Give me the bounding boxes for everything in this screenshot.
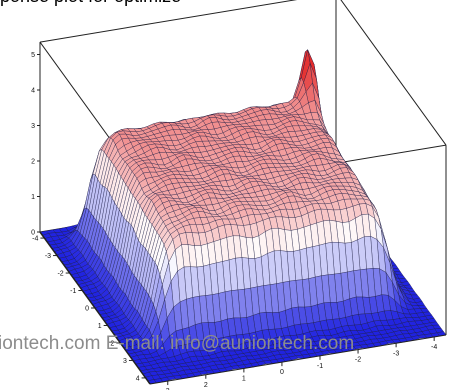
- x-tick-label: 2: [204, 382, 208, 389]
- z-tick-label: 4: [31, 88, 35, 95]
- top-right-edge: [340, 0, 447, 146]
- surface-mesh: [39, 49, 447, 385]
- x-tick-label: 1: [242, 375, 246, 382]
- y-tick-label: -1: [70, 288, 76, 295]
- z-tick-label: 3: [31, 123, 35, 130]
- tick-labels: 0 1 2 3 4 5 -4 -3 -2 -1 0 1 2 3 4 3 2 1 0 -1 -2 -3 -4: [31, 52, 437, 390]
- z-tick-label: 2: [31, 159, 35, 166]
- y-tick-label: 0: [85, 306, 89, 313]
- x-tick-label: 3: [166, 388, 170, 390]
- watermark-text: iontech.com E-mail: info@auniontech.com: [0, 333, 355, 354]
- y-tick-label: 3: [123, 358, 127, 365]
- y-tick-label: 4: [136, 375, 140, 382]
- y-tick-label: -4: [32, 236, 38, 243]
- y-tick-label: 2: [110, 340, 114, 347]
- x-tick-label: 0: [280, 369, 284, 376]
- x-tick-label: -1: [317, 363, 323, 370]
- z-tick-label: 0: [31, 230, 35, 237]
- x-tick-label: -3: [393, 350, 399, 357]
- top-back-edge: [39, 0, 298, 43]
- z-tick-label: 5: [31, 52, 35, 59]
- y-tick-label: -3: [45, 253, 51, 260]
- y-tick-label: 1: [98, 323, 102, 330]
- z-tick-label: 1: [31, 194, 35, 201]
- x-tick-label: -4: [431, 344, 437, 351]
- base-front-edge: [149, 334, 447, 385]
- x-tick-label: -2: [355, 357, 361, 364]
- figure-caption: ponse plot for optimize: [0, 0, 451, 8]
- y-tick-label: -2: [57, 271, 63, 278]
